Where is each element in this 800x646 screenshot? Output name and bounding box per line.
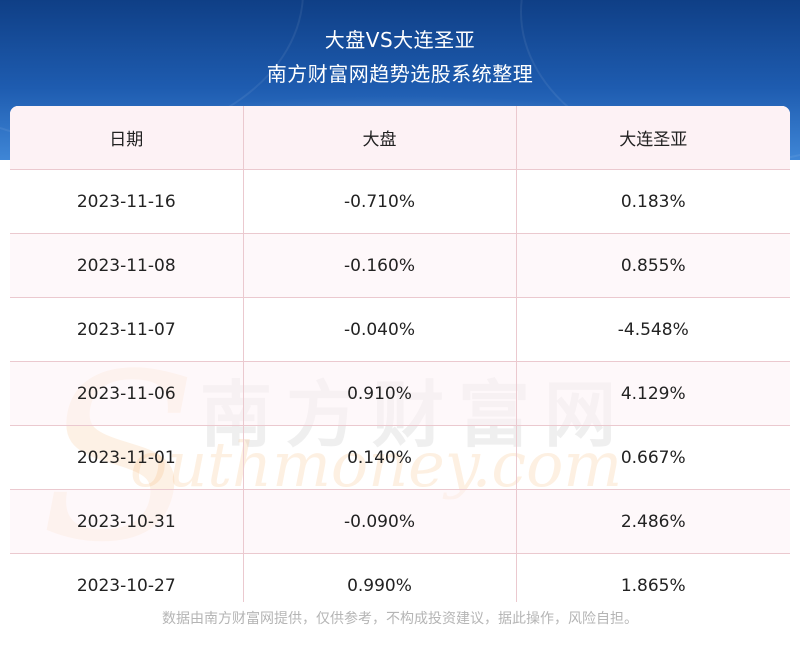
cell-stock: 4.129% bbox=[515, 361, 790, 426]
table-row: 2023-11-16 -0.710% 0.183% bbox=[10, 169, 790, 234]
data-card: S 南方财富网 outhmoney.com 日期 大盘 大连圣亚 2023-11… bbox=[10, 106, 790, 602]
table-row: 2023-11-08 -0.160% 0.855% bbox=[10, 233, 790, 298]
cell-stock: 1.865% bbox=[515, 553, 790, 602]
footer-disclaimer: 数据由南方财富网提供，仅供参考，不构成投资建议，据此操作，风险自担。 bbox=[162, 611, 638, 627]
cell-stock: 0.855% bbox=[515, 233, 790, 298]
cell-market: -0.090% bbox=[242, 489, 517, 554]
table-row: 2023-11-06 0.910% 4.129% bbox=[10, 361, 790, 426]
cell-date: 2023-11-07 bbox=[10, 297, 244, 362]
cell-stock: 0.667% bbox=[515, 425, 790, 490]
cell-market: 0.910% bbox=[242, 361, 517, 426]
page-subtitle: 南方财富网趋势选股系统整理 bbox=[266, 62, 534, 86]
table-row: 2023-11-07 -0.040% -4.548% bbox=[10, 297, 790, 362]
cell-market: -0.710% bbox=[242, 169, 517, 234]
cell-stock: -4.548% bbox=[515, 297, 790, 362]
cell-date: 2023-11-06 bbox=[10, 361, 244, 426]
table-row: 2023-10-31 -0.090% 2.486% bbox=[10, 489, 790, 554]
cell-date: 2023-11-08 bbox=[10, 233, 244, 298]
cell-stock: 0.183% bbox=[515, 169, 790, 234]
cell-market: 0.990% bbox=[242, 553, 517, 602]
cell-market: -0.160% bbox=[242, 233, 517, 298]
column-header-market: 大盘 bbox=[242, 106, 517, 170]
cell-market: 0.140% bbox=[242, 425, 517, 490]
table-row: 2023-11-01 0.140% 0.667% bbox=[10, 425, 790, 490]
cell-date: 2023-10-31 bbox=[10, 489, 244, 554]
cell-date: 2023-11-16 bbox=[10, 169, 244, 234]
table-row: 2023-10-27 0.990% 1.865% bbox=[10, 553, 790, 602]
cell-date: 2023-11-01 bbox=[10, 425, 244, 490]
comparison-table: 日期 大盘 大连圣亚 2023-11-16 -0.710% 0.183% 202… bbox=[10, 106, 790, 602]
table-header-row: 日期 大盘 大连圣亚 bbox=[10, 106, 790, 170]
column-header-date: 日期 bbox=[10, 106, 244, 170]
cell-stock: 2.486% bbox=[515, 489, 790, 554]
cell-market: -0.040% bbox=[242, 297, 517, 362]
cell-date: 2023-10-27 bbox=[10, 553, 244, 602]
column-header-stock: 大连圣亚 bbox=[515, 106, 790, 170]
page-title: 大盘VS大连圣亚 bbox=[324, 28, 476, 52]
